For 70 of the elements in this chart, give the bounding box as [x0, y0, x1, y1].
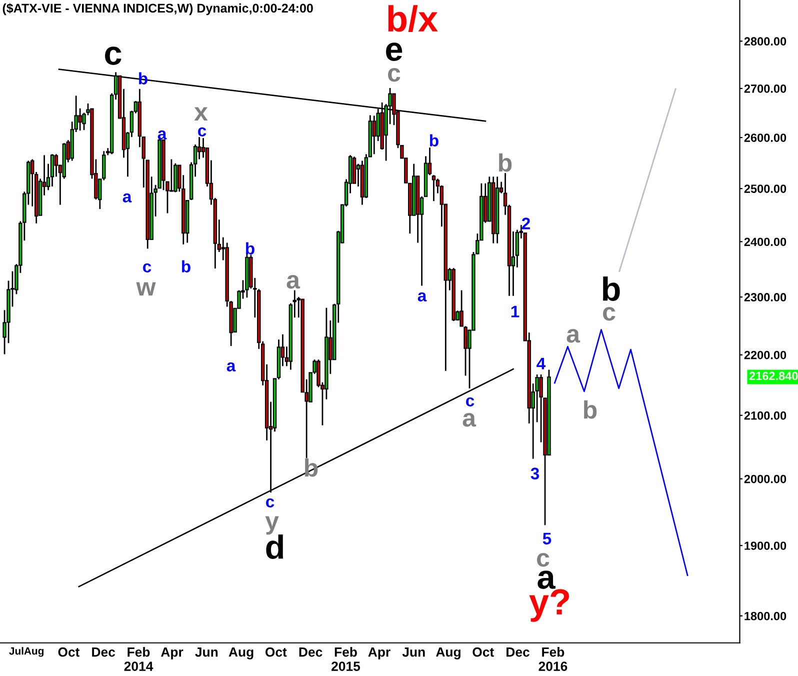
- y-tick-label: 2700.00: [744, 84, 786, 93]
- annotation: 2: [522, 218, 530, 230]
- annotation: c: [603, 307, 616, 321]
- annotation: a: [462, 413, 476, 427]
- annotation: b: [603, 276, 620, 301]
- annotation: 5: [542, 532, 552, 544]
- chart-title: ($ATX-VIE - VIENNA INDICES,W) Dynamic,0:00-24:00: [2, 3, 313, 16]
- annotation: c: [266, 498, 274, 508]
- y-tick-label: 2400.00: [744, 238, 786, 246]
- x-tick-label: Oct: [58, 647, 80, 657]
- annotation: b: [182, 260, 190, 272]
- candlestick: [372, 115, 376, 155]
- annotation: 3: [530, 468, 540, 480]
- candlestick: [50, 153, 54, 188]
- y-tick-label: 2500.00: [744, 184, 786, 193]
- candlestick: [54, 153, 58, 178]
- annotation: w: [136, 282, 156, 296]
- annotation: a: [122, 193, 132, 202]
- annotation: b: [584, 400, 597, 419]
- annotation: a: [538, 570, 556, 589]
- x-tick-label: Oct: [472, 647, 494, 657]
- annotation: 4: [536, 358, 546, 370]
- annotation: a: [566, 329, 580, 343]
- x-tick-label: Jun: [402, 648, 425, 657]
- annotation: e: [386, 42, 402, 61]
- annotation: y?: [529, 589, 569, 622]
- annotation: b/x: [388, 5, 438, 32]
- annotation: c: [105, 46, 122, 65]
- annotation: y: [265, 516, 279, 535]
- annotation: c: [537, 553, 550, 567]
- annotation: a: [158, 130, 167, 140]
- annotation: c: [143, 263, 152, 272]
- x-tick-label: Oct: [265, 647, 287, 657]
- annotation: a: [418, 292, 427, 302]
- x-tick-label: Feb 2014: [124, 647, 154, 671]
- candlestick: [432, 174, 436, 202]
- annotation: b: [499, 153, 512, 172]
- y-tick-label: 1900.00: [744, 542, 786, 550]
- annotation: 1: [511, 306, 520, 318]
- x-tick-label: Dec: [92, 648, 116, 657]
- x-tick-label: Jun: [195, 648, 218, 657]
- text: 2162.840: [749, 372, 798, 380]
- y-tick-label: 2100.00: [744, 411, 786, 420]
- x-tick-label: Aug: [436, 647, 460, 660]
- y-tick-label: 2300.00: [744, 293, 786, 302]
- y-tick-label: 2000.00: [744, 474, 786, 484]
- annotation: d: [266, 534, 283, 559]
- y-tick-label: 2800.00: [744, 37, 786, 46]
- annotation: c: [388, 68, 400, 82]
- annotation: c: [466, 397, 474, 406]
- x-tick-label: Aug: [228, 647, 254, 660]
- x-tick-label: Dec: [506, 648, 530, 657]
- x-tick-label: Feb 2015: [332, 647, 360, 671]
- y-tick-label: 2600.00: [744, 134, 786, 142]
- y-tick-label: 2200.00: [744, 350, 786, 360]
- x-tick-label: Aug: [24, 647, 44, 657]
- x-tick-label: Apr: [368, 648, 390, 660]
- line-series: [554, 328, 688, 576]
- annotation: a: [286, 275, 300, 289]
- x-tick-label: Dec: [299, 648, 322, 657]
- annotation: c: [198, 127, 206, 136]
- x-tick-label: Feb 2016: [538, 647, 568, 671]
- annotation: x: [194, 107, 208, 120]
- x-tick-label: Jul: [9, 647, 24, 655]
- annotation: a: [226, 362, 236, 372]
- y-tick-label: 1800.00: [744, 612, 786, 620]
- annotation: b: [430, 134, 438, 146]
- candlestick: [78, 108, 82, 132]
- x-tick-label: Apr: [160, 648, 184, 660]
- annotation: b: [246, 242, 254, 254]
